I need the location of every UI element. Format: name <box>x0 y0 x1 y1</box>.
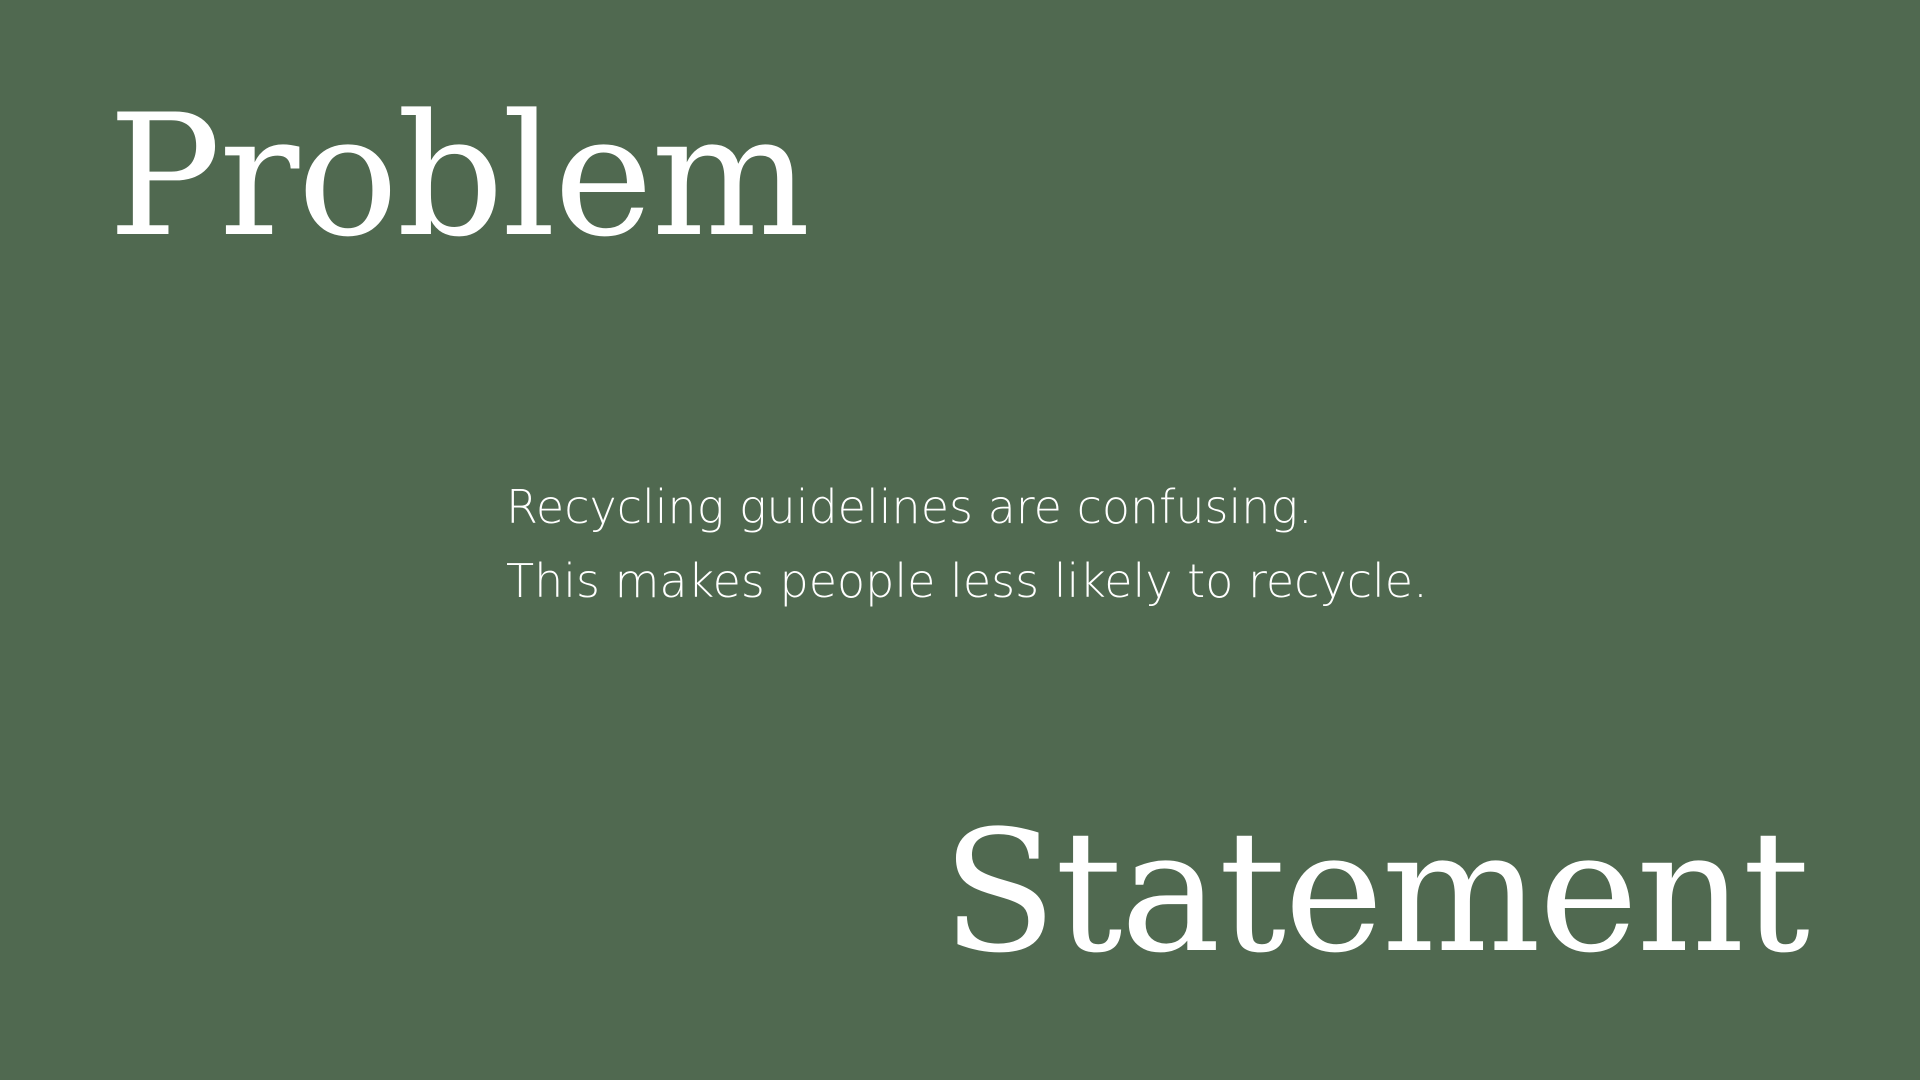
problem-description: Recycling guidelines are confusing. This… <box>506 470 1428 618</box>
title-word-statement: Statement <box>941 794 1810 990</box>
title-word-problem: Problem <box>108 78 810 274</box>
description-line-1: Recycling guidelines are confusing. <box>506 480 1313 534</box>
description-line-2: This makes people less likely to recycle… <box>506 554 1428 608</box>
